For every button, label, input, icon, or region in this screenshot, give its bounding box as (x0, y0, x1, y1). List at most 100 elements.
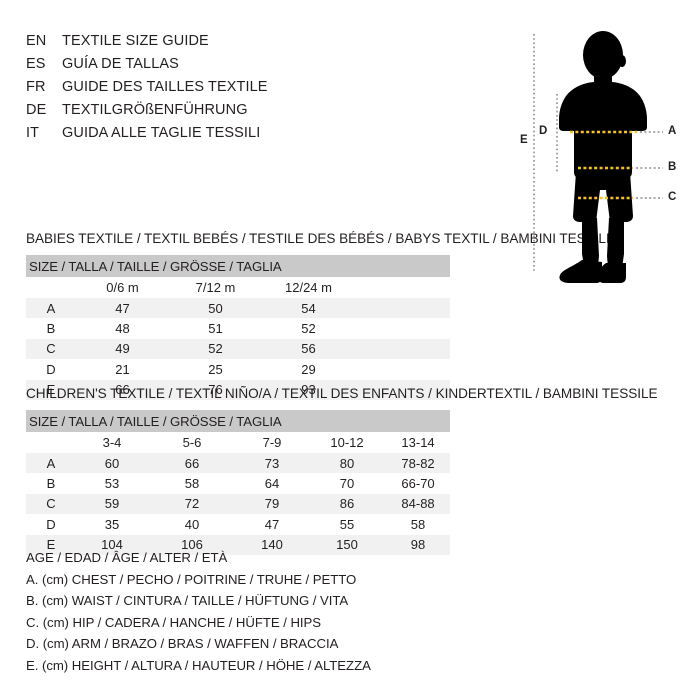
children-cell-e-1: 106 (148, 534, 236, 555)
table-row: B 48 51 52 (26, 318, 450, 339)
child-silhouette (559, 31, 647, 283)
children-cell-a-0: 60 (76, 453, 148, 474)
babies-cell-c-2: 56 (262, 338, 355, 360)
language-row-en: EN TEXTILE SIZE GUIDE (26, 33, 446, 56)
legend-row-age: AGE / EDAD / ÂGE / ALTER / ETÀ (26, 550, 228, 565)
figure-label-a: A (668, 125, 677, 137)
babies-column-header-row: 0/6 m 7/12 m 12/24 m (26, 277, 450, 298)
children-column-header-4: 13-14 (386, 432, 451, 453)
children-cell-b-0: 53 (76, 473, 148, 494)
language-code-es: ES (26, 56, 46, 72)
babies-cell-a-2: 54 (262, 298, 355, 319)
babies-size-header-row: SIZE / TALLA / TAILLE / GRÖSSE / TAGLIA (26, 255, 450, 277)
babies-row-label-b: B (26, 318, 76, 339)
babies-size-table: SIZE / TALLA / TAILLE / GRÖSSE / TAGLIA … (26, 255, 450, 400)
child-silhouette-diagram (533, 31, 663, 283)
babies-cell-c-0: 49 (76, 338, 169, 360)
babies-cell-e-2: 93 (262, 379, 355, 400)
language-header-block: EN TEXTILE SIZE GUIDE ES GUÍA DE TALLAS … (26, 33, 446, 148)
children-cell-d-0: 35 (76, 514, 148, 535)
legend-row-chest: A. (cm) CHEST / PECHO / POITRINE / TRUHE… (26, 571, 357, 587)
children-cell-e-4: 98 (386, 534, 451, 555)
babies-column-header-blank (355, 277, 450, 298)
children-cell-b-3: 70 (308, 473, 386, 494)
children-size-header-row: SIZE / TALLA / TAILLE / GRÖSSE / TAGLIA (26, 410, 451, 432)
children-column-header-0: 3-4 (76, 432, 148, 453)
babies-row-label-e: E (26, 379, 76, 400)
children-cell-b-4: 66-70 (386, 473, 451, 494)
language-code-it: IT (26, 125, 40, 141)
table-row: C 59 72 79 86 84-88 (26, 493, 451, 515)
table-row: B 53 58 64 70 66-70 (26, 473, 451, 494)
children-cell-c-4: 84-88 (386, 493, 451, 515)
babies-column-header-1: 7/12 m (169, 277, 262, 298)
babies-cell-e-1: 76 (169, 379, 262, 400)
language-text-en: TEXTILE SIZE GUIDE (62, 33, 209, 49)
children-row-label-b: B (26, 473, 76, 494)
babies-column-header-2: 12/24 m (262, 277, 355, 298)
language-text-it: GUIDA ALLE TAGLIE TESSILI (62, 125, 261, 141)
children-cell-c-1: 72 (148, 493, 236, 515)
babies-cell-b-0: 48 (76, 318, 169, 339)
children-row-label-d: D (26, 514, 76, 535)
table-row: A 60 66 73 80 78-82 (26, 453, 451, 474)
babies-cell-b-2: 52 (262, 318, 355, 339)
children-cell-e-0: 104 (76, 534, 148, 555)
babies-cell-d-0: 21 (76, 359, 169, 380)
babies-column-header-0: 0/6 m (76, 277, 169, 298)
table-row: C 49 52 56 (26, 338, 450, 360)
measurement-legend: AGE / EDAD / ÂGE / ALTER / ETÀ A. (cm) C… (26, 550, 446, 679)
children-cell-b-1: 58 (148, 473, 236, 494)
children-column-header-2: 7-9 (236, 432, 308, 453)
language-text-de: TEXTILGRÖßENFÜHRUNG (62, 102, 248, 118)
children-cell-a-3: 80 (308, 453, 386, 474)
figure-label-e: E (520, 134, 528, 146)
babies-row-label-d: D (26, 359, 76, 380)
babies-cell-a-blank (355, 298, 450, 319)
language-row-es: ES GUÍA DE TALLAS (26, 56, 446, 79)
children-row-label-a: A (26, 453, 76, 474)
babies-cell-e-0: 66 (76, 379, 169, 400)
children-cell-c-2: 79 (236, 493, 308, 515)
children-cell-c-3: 86 (308, 493, 386, 515)
babies-cell-d-2: 29 (262, 359, 355, 380)
babies-size-header-label: SIZE / TALLA / TAILLE / GRÖSSE / TAGLIA (26, 255, 450, 277)
language-code-fr: FR (26, 79, 46, 95)
babies-cell-d-1: 25 (169, 359, 262, 380)
children-cell-d-2: 47 (236, 514, 308, 535)
table-row: D 21 25 29 (26, 359, 450, 380)
language-code-de: DE (26, 102, 47, 118)
figure-label-c: C (668, 191, 677, 203)
babies-cell-e-blank (355, 379, 450, 400)
children-cell-c-0: 59 (76, 493, 148, 515)
children-cell-e-2: 140 (236, 534, 308, 555)
babies-cell-b-blank (355, 318, 450, 339)
children-cell-a-4: 78-82 (386, 453, 451, 474)
babies-cell-d-blank (355, 359, 450, 380)
figure-label-b: B (668, 161, 677, 173)
language-text-es: GUÍA DE TALLAS (62, 56, 179, 72)
babies-cell-a-1: 50 (169, 298, 262, 319)
table-row: E 66 76 93 (26, 379, 450, 400)
language-row-fr: FR GUIDE DES TAILLES TEXTILE (26, 79, 446, 102)
children-cell-a-2: 73 (236, 453, 308, 474)
language-code-en: EN (26, 33, 47, 49)
babies-row-label-c: C (26, 338, 76, 360)
babies-cell-a-0: 47 (76, 298, 169, 319)
legend-row-arm: D. (cm) ARM / BRAZO / BRAS / WAFFEN / BR… (26, 636, 339, 651)
children-corner-cell (26, 432, 76, 453)
table-row: A 47 50 54 (26, 298, 450, 319)
children-row-label-c: C (26, 493, 76, 515)
babies-section-title: BABIES TEXTILE / TEXTIL BEBÉS / TESTILE … (26, 231, 615, 246)
measurement-figure-panel: A B C D E (500, 20, 700, 290)
children-cell-d-3: 55 (308, 514, 386, 535)
children-section-title: CHILDREN'S TEXTILE / TEXTIL NIÑO/A / TEX… (26, 386, 658, 401)
babies-textile-section: BABIES TEXTILE / TEXTIL BEBÉS / TESTILE … (26, 231, 615, 400)
children-cell-e-3: 150 (308, 534, 386, 555)
babies-cell-c-1: 52 (169, 338, 262, 360)
babies-row-label-a: A (26, 298, 76, 319)
children-size-table: SIZE / TALLA / TAILLE / GRÖSSE / TAGLIA … (26, 410, 451, 555)
language-row-it: IT GUIDA ALLE TAGLIE TESSILI (26, 125, 446, 148)
children-row-label-e: E (26, 534, 76, 555)
children-cell-b-2: 64 (236, 473, 308, 494)
